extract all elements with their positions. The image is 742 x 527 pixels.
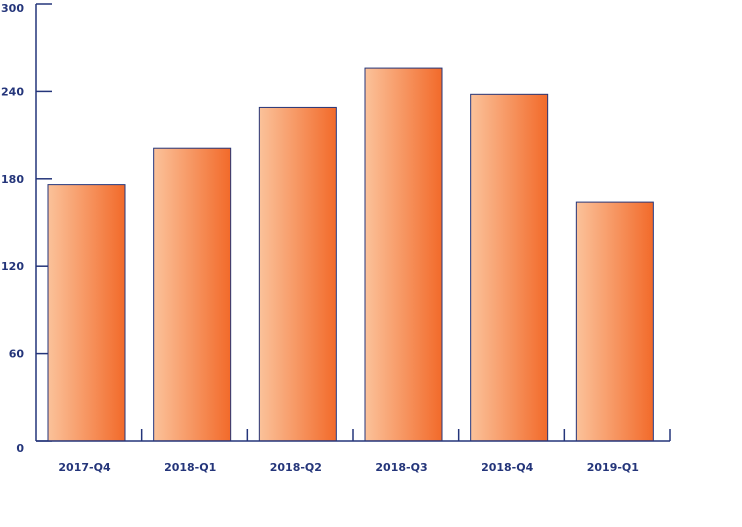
bars — [47, 67, 654, 442]
y-tick-label: 60 — [9, 348, 25, 361]
y-tick-label: 0 — [16, 442, 24, 455]
y-tick-label: 240 — [1, 85, 24, 98]
y-tick-label: 300 — [1, 2, 24, 15]
x-axis-ticks — [140, 429, 671, 441]
bar-2018-Q1 — [153, 147, 232, 442]
bar-2017-Q4 — [47, 184, 126, 442]
x-tick-label: 2018-Q1 — [164, 461, 216, 474]
bar-2018-Q3 — [364, 67, 443, 442]
y-tick-label: 180 — [1, 173, 24, 186]
y-tick-label: 120 — [1, 260, 24, 273]
x-tick-label: 2017-Q4 — [58, 461, 111, 474]
bar-2019-Q1 — [575, 201, 654, 442]
x-tick-label: 2018-Q2 — [270, 461, 322, 474]
x-tick-label: 2019-Q1 — [587, 461, 639, 474]
bar-2018-Q4 — [470, 93, 549, 442]
y-axis-ticks: 0 60 120 180 240 300 — [1, 2, 52, 455]
x-axis-labels: 2017-Q4 2018-Q1 2018-Q2 2018-Q3 2018-Q4 2019-… — [58, 461, 639, 474]
x-tick-label: 2018-Q3 — [375, 461, 427, 474]
x-tick-label: 2018-Q4 — [481, 461, 534, 474]
bar-2018-Q2 — [258, 106, 337, 442]
